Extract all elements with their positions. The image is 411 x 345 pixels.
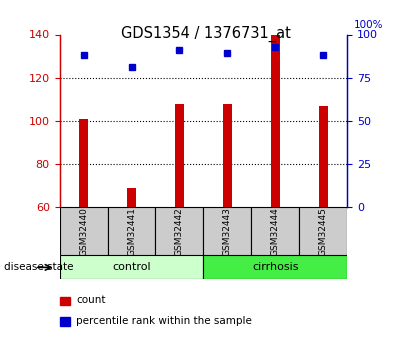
Bar [175, 104, 184, 207]
Text: GDS1354 / 1376731_at: GDS1354 / 1376731_at [120, 26, 291, 42]
Text: GSM32442: GSM32442 [175, 207, 184, 256]
Text: control: control [112, 263, 151, 272]
Text: percentile rank within the sample: percentile rank within the sample [76, 316, 252, 326]
Bar [223, 104, 232, 207]
Bar [271, 34, 279, 207]
Bar [155, 207, 203, 255]
Text: GSM32443: GSM32443 [223, 207, 232, 256]
Bar [252, 207, 299, 255]
Bar [319, 106, 328, 207]
Bar [299, 207, 347, 255]
Text: cirrhosis: cirrhosis [252, 263, 299, 272]
Text: 100%: 100% [354, 20, 384, 30]
Bar [60, 255, 203, 279]
Bar [60, 207, 108, 255]
Bar [203, 207, 252, 255]
Text: GSM32440: GSM32440 [79, 207, 88, 256]
Text: count: count [76, 295, 106, 305]
Text: GSM32444: GSM32444 [271, 207, 280, 256]
Bar [203, 255, 347, 279]
Text: disease state: disease state [4, 263, 74, 272]
Text: GSM32445: GSM32445 [319, 207, 328, 256]
Bar [79, 119, 88, 207]
Bar [108, 207, 155, 255]
Text: GSM32441: GSM32441 [127, 207, 136, 256]
Bar [127, 188, 136, 207]
